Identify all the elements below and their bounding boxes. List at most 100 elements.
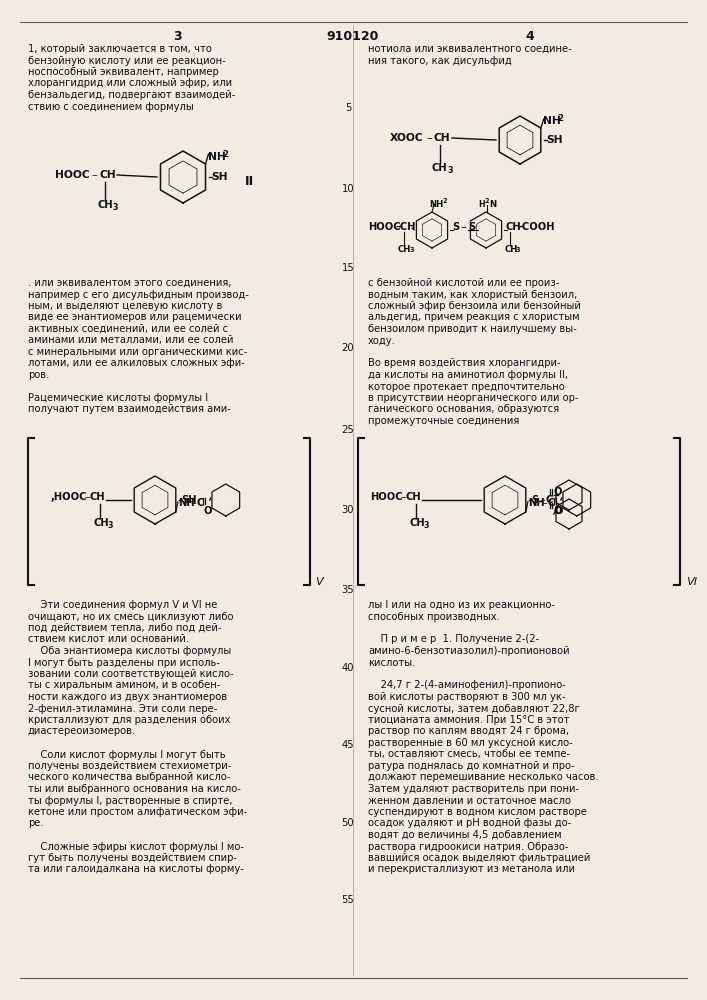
Text: тиоцианата аммония. При 15°С в этот: тиоцианата аммония. При 15°С в этот [368,715,570,725]
Text: суспендируют в водном кислом растворе: суспендируют в водном кислом растворе [368,807,587,817]
Text: XOOC: XOOC [390,133,423,143]
Text: S: S [468,222,475,232]
Text: должают перемешивание несколько часов.: должают перемешивание несколько часов. [368,772,599,782]
Text: 20: 20 [341,343,354,353]
Text: CH: CH [99,170,116,180]
Text: CH: CH [434,133,450,143]
Text: сложный эфир бензоила или бензойный: сложный эфир бензоила или бензойный [368,301,581,311]
Text: амино-6-бензотиазолил)-пропионовой: амино-6-бензотиазолил)-пропионовой [368,646,570,656]
Text: NH: NH [528,498,544,508]
Text: ным, и выделяют целевую кислоту в: ным, и выделяют целевую кислоту в [28,301,223,311]
Text: CH: CH [90,492,105,502]
Text: ческого количества выбранной кисло-: ческого количества выбранной кисло- [28,772,230,782]
Text: та или галоидалкана на кислоты форму-: та или галоидалкана на кислоты форму- [28,864,244,874]
Text: альдегид, причем реакция с хлористым: альдегид, причем реакция с хлористым [368,312,580,322]
Text: –: – [191,498,197,508]
Text: CH: CH [93,518,109,528]
Text: которое протекает предпочтительно: которое протекает предпочтительно [368,381,565,391]
Text: сусной кислоты, затем добавляют 22,8г: сусной кислоты, затем добавляют 22,8г [368,704,580,714]
Text: лы I или на одно из их реакционно-: лы I или на одно из их реакционно- [368,600,555,610]
Text: 24,7 г 2-(4-аминофенил)-пропионо-: 24,7 г 2-(4-аминофенил)-пропионо- [368,680,566,690]
Text: –: – [426,133,432,143]
Text: осадок удаляют и рН водной фазы до-: осадок удаляют и рН водной фазы до- [368,818,571,828]
Text: O: O [553,487,561,497]
Text: растворенные в 60 мл уксусной кисло-: растворенные в 60 мл уксусной кисло- [368,738,573,748]
Text: –: – [91,170,97,180]
Text: 40: 40 [341,663,354,673]
Text: –: – [542,498,547,508]
Text: 3: 3 [173,30,181,43]
Text: вавшийся осадок выделяют фильтрацией: вавшийся осадок выделяют фильтрацией [368,853,590,863]
Text: SH: SH [181,495,197,505]
Text: . или эквивалентом этого соединения,: . или эквивалентом этого соединения, [28,278,231,288]
Text: гут быть получены воздействием спир-: гут быть получены воздействием спир- [28,853,237,863]
Text: HOOC: HOOC [368,222,401,232]
Text: S: S [452,222,460,232]
Text: –: – [84,492,90,502]
Text: Эти соединения формул V и VI не: Эти соединения формул V и VI не [28,600,217,610]
Text: 50: 50 [341,818,354,828]
Text: V: V [315,577,323,587]
Text: 1, который заключается в том, что: 1, который заключается в том, что [28,44,212,54]
Text: водят до величины 4,5 добавлением: водят до величины 4,5 добавлением [368,830,561,840]
Text: –COOH: –COOH [518,222,556,232]
Text: CH: CH [506,222,522,232]
Text: CH: CH [409,518,425,528]
Text: –: – [400,492,406,502]
Text: водным таким, как хлористый бензоил,: водным таким, как хлористый бензоил, [368,290,577,300]
Text: 55: 55 [341,895,354,905]
Text: 45: 45 [341,740,354,750]
Text: ствию с соединением формулы: ствию с соединением формулы [28,102,194,111]
Text: CH: CH [406,492,421,502]
Text: NH: NH [208,152,226,162]
Text: ствием кислот или оснований.: ствием кислот или оснований. [28,635,189,645]
Text: 35: 35 [341,585,354,595]
Text: П р и м е р  1. Получение 2-(2-: П р и м е р 1. Получение 2-(2- [368,635,539,645]
Text: 30: 30 [341,505,354,515]
Text: 2: 2 [223,150,228,159]
Text: CH: CH [398,245,411,254]
Text: CH: CH [97,200,112,210]
Text: получают путем взаимодействия ами-: получают путем взаимодействия ами- [28,404,231,414]
Text: да кислоты на аминотиол формулы II,: да кислоты на аминотиол формулы II, [368,370,568,380]
Text: CH: CH [432,163,448,173]
Text: нотиола или эквивалентного соедине-: нотиола или эквивалентного соедине- [368,44,572,54]
Text: NH: NH [177,498,194,508]
Text: Во время воздействия хлорангидри-: Во время воздействия хлорангидри- [368,359,561,368]
Text: NH: NH [429,200,443,209]
Text: хлорангидрид или сложный эфир, или: хлорангидрид или сложный эфир, или [28,79,232,89]
Text: вой кислоты растворяют в 300 мл ук-: вой кислоты растворяют в 300 мл ук- [368,692,566,702]
Text: бензойную кислоту или ее реакцион-: бензойную кислоту или ее реакцион- [28,55,226,66]
Text: NH: NH [543,116,561,126]
Text: кристаллизуют для разделения обоих: кристаллизуют для разделения обоих [28,715,230,725]
Text: кетоне или простом алифатическом эфи-: кетоне или простом алифатическом эфи- [28,807,247,817]
Text: аминами или металлами, или ее солей: аминами или металлами, или ее солей [28,336,233,346]
Text: O: O [553,506,561,516]
Text: активных соединений, или ее солей с: активных соединений, или ее солей с [28,324,228,334]
Text: ров.: ров. [28,370,49,380]
Text: бензоилом приводит к наилучшему вы-: бензоилом приводит к наилучшему вы- [368,324,577,334]
Text: 3: 3 [423,521,428,530]
Text: 4: 4 [525,30,534,43]
Text: O: O [555,506,563,516]
Text: H: H [478,200,484,209]
Text: I могут быть разделены при исполь-: I могут быть разделены при исполь- [28,658,220,668]
Text: 2-фенил-этиламина. Эти соли пере-: 2-фенил-этиламина. Эти соли пере- [28,704,217,714]
Text: 3: 3 [447,166,452,175]
Text: 25: 25 [341,425,354,435]
Text: Оба энантиомера кислоты формулы: Оба энантиомера кислоты формулы [28,646,231,656]
Text: 5: 5 [345,103,351,113]
Text: C: C [548,498,555,508]
Text: II: II [245,175,255,188]
Text: носпособный эквивалент, например: носпособный эквивалент, например [28,67,218,77]
Text: Сложные эфиры кислот формулы I мо-: Сложные эфиры кислот формулы I мо- [28,842,244,852]
Text: Рацемические кислоты формулы I: Рацемические кислоты формулы I [28,393,208,403]
Text: 10: 10 [341,184,354,194]
Text: ты, оставляют смесь, чтобы ее темпе-: ты, оставляют смесь, чтобы ее темпе- [368,750,570,760]
Text: ходу.: ходу. [368,336,396,346]
Text: бензальдегид, подвергают взаимодей-: бензальдегид, подвергают взаимодей- [28,90,235,100]
Text: кислоты.: кислоты. [368,658,416,668]
Text: ния такого, как дисульфид: ния такого, как дисульфид [368,55,512,66]
Text: ганического основания, образуются: ганического основания, образуются [368,404,559,414]
Text: SH: SH [211,172,228,182]
